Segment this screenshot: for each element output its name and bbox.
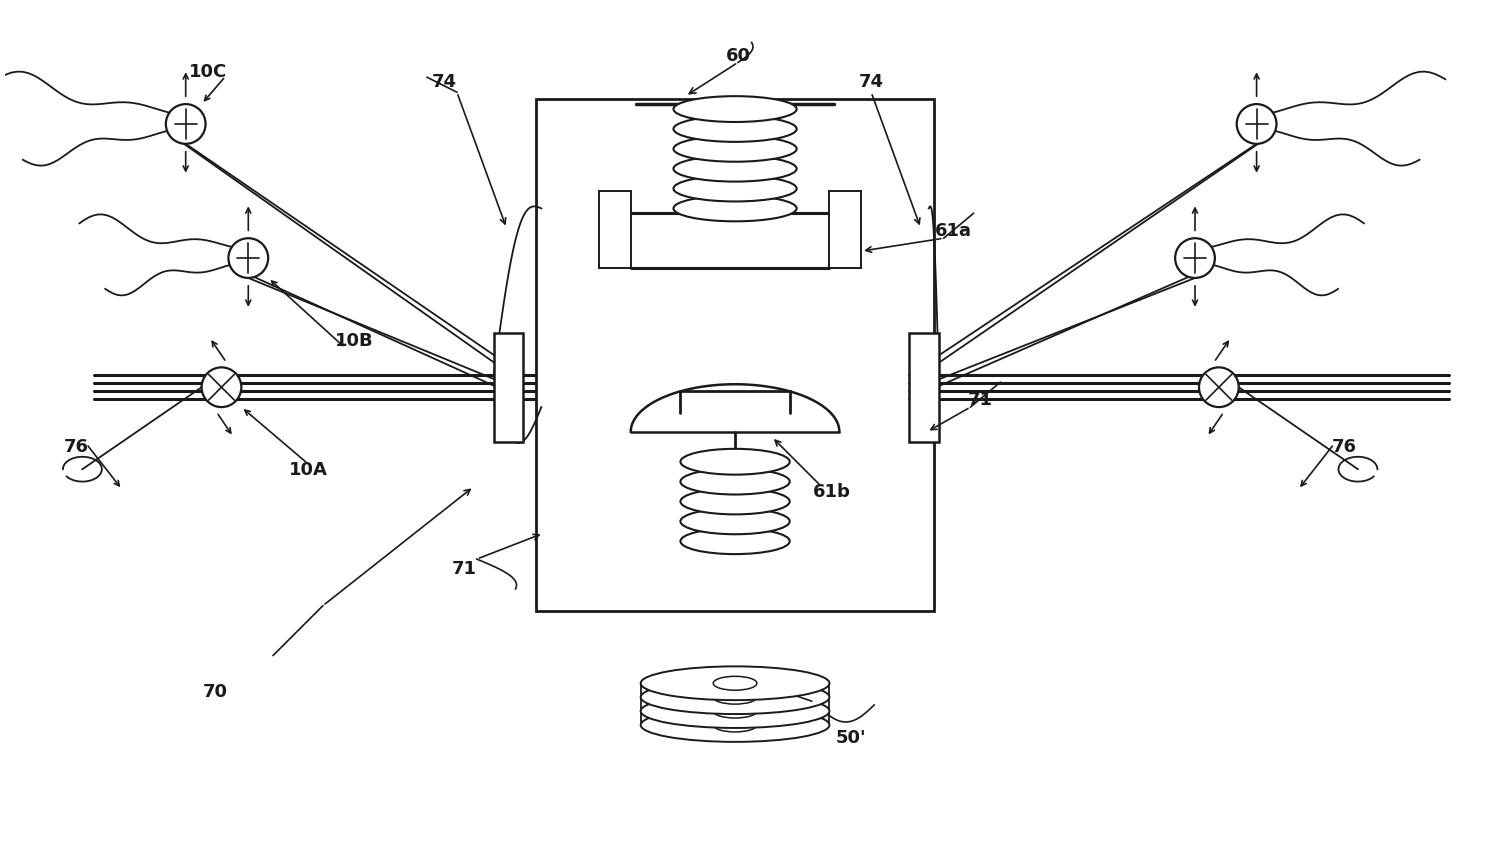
Ellipse shape [673,136,797,162]
Ellipse shape [713,718,756,732]
Ellipse shape [640,666,829,701]
Ellipse shape [713,676,756,690]
Circle shape [201,367,241,407]
Circle shape [165,104,205,144]
Ellipse shape [680,528,789,554]
Text: 70: 70 [203,683,228,701]
Ellipse shape [713,690,756,704]
Ellipse shape [673,96,797,122]
Ellipse shape [640,694,829,728]
Text: 74: 74 [432,73,457,91]
Ellipse shape [673,176,797,201]
Circle shape [1199,367,1239,407]
Ellipse shape [673,116,797,141]
Text: 74: 74 [859,73,883,91]
Circle shape [228,238,268,278]
Bar [536,99,934,610]
Ellipse shape [680,469,789,494]
Text: 61a: 61a [935,222,972,240]
Circle shape [1175,238,1215,278]
Ellipse shape [673,156,797,182]
Text: 10A: 10A [289,461,328,478]
Ellipse shape [673,195,797,221]
Ellipse shape [640,708,829,742]
Text: 71: 71 [451,560,476,578]
Text: 76: 76 [1331,438,1356,456]
Bar [908,333,938,442]
Ellipse shape [680,509,789,534]
Text: 50': 50' [835,729,867,747]
Bar [829,190,861,268]
Text: 61b: 61b [813,482,850,500]
Bar [599,190,631,268]
Ellipse shape [680,488,789,514]
Ellipse shape [680,449,789,475]
Text: 10C: 10C [189,63,228,82]
Text: 60: 60 [725,47,750,66]
Circle shape [1237,104,1276,144]
Bar [494,333,524,442]
Ellipse shape [640,680,829,714]
Text: 10B: 10B [335,332,374,349]
Text: 76: 76 [64,438,89,456]
Text: 71: 71 [968,392,993,409]
Ellipse shape [713,704,756,718]
